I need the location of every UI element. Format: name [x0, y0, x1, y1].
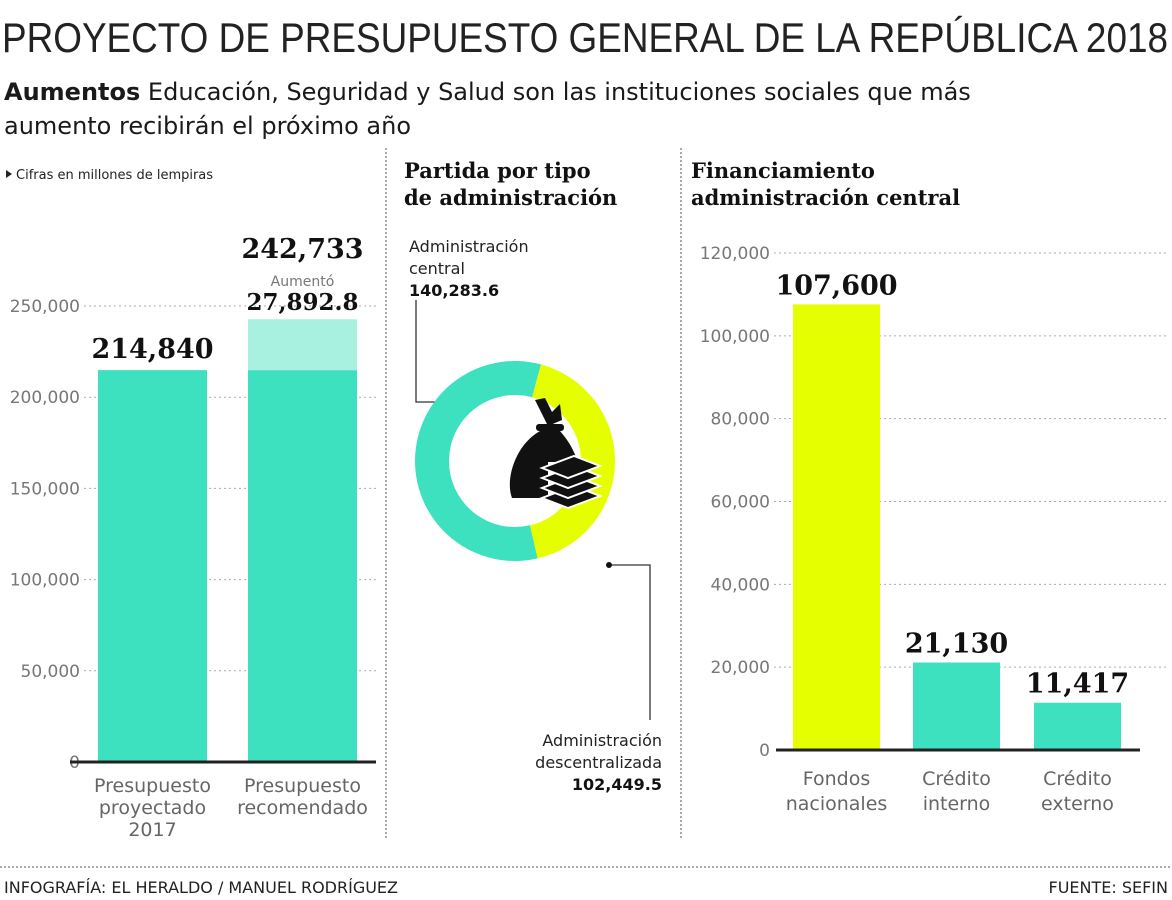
- budget-bar-chart: Cifras en millones de lempiras 050,00010…: [6, 168, 376, 841]
- bar-1: [913, 662, 1000, 750]
- subtitle-line2: aumento recibirán el próximo año: [4, 112, 411, 140]
- bar-0: [793, 304, 880, 750]
- value-label: 11,417: [1026, 669, 1129, 700]
- donut-slice-0: [414, 360, 541, 561]
- y-tick-label: 20,000: [711, 658, 770, 678]
- page-title: PROYECTO DE PRESUPUESTO GENERAL DE LA RE…: [2, 14, 1168, 61]
- subtitle-bold: Aumentos: [4, 78, 140, 106]
- y-tick-label: 80,000: [711, 410, 770, 430]
- increase-label: Aumentó: [271, 274, 335, 290]
- y-tick-label: 250,000: [10, 297, 80, 317]
- value-label-2018: 242,733: [241, 234, 363, 265]
- donut-title-2: de administración: [404, 185, 617, 210]
- y-tick-label: 40,000: [711, 575, 770, 595]
- category-label: Crédito: [922, 768, 991, 790]
- value-label: 21,130: [905, 628, 1008, 659]
- y-tick-label: 0: [759, 741, 770, 761]
- category-label: externo: [1041, 793, 1114, 815]
- bullet-icon: [6, 170, 12, 178]
- financing-title-1: Financiamiento: [691, 158, 875, 183]
- bar-2018-increase: [248, 319, 357, 371]
- y-tick-label: 200,000: [10, 388, 80, 408]
- y-tick-label: 60,000: [711, 493, 770, 513]
- slice-label-decentral-1: Administración: [542, 731, 662, 750]
- category-label: Presupuesto: [244, 775, 361, 797]
- financing-title-2: administración central: [691, 185, 960, 210]
- slice-value-central: 140,283.6: [409, 281, 499, 300]
- slice-label-central-2: central: [409, 259, 465, 278]
- financing-bar-chart: Financiamiento administración central 0 2…: [691, 158, 1166, 815]
- donut-chart: Partida por tipo de administración Admin…: [404, 158, 662, 794]
- category-label: nacionales: [786, 793, 888, 815]
- category-label: recomendado: [237, 797, 368, 819]
- slice-value-decentral: 102,449.5: [572, 775, 662, 794]
- category-label: Presupuesto: [94, 775, 211, 797]
- subtitle-text: Educación, Seguridad y Salud son las ins…: [148, 78, 971, 106]
- credit-text: INFOGRAFÍA: EL HERALDO / MANUEL RODRÍGUE…: [4, 878, 398, 897]
- bar-2018-base: [248, 370, 357, 762]
- y-tick-label: 100,000: [700, 327, 770, 347]
- bar-2: [1034, 702, 1121, 750]
- increase-value: 27,892.8: [246, 289, 358, 316]
- leader-line-decentral: [609, 564, 651, 720]
- bar-2017: [98, 370, 207, 762]
- units-note: Cifras en millones de lempiras: [16, 168, 213, 183]
- money-bag-icon: [509, 398, 603, 510]
- y-tick-label: 100,000: [10, 571, 80, 591]
- value-label: 107,600: [775, 270, 897, 301]
- category-label: proyectado: [99, 797, 206, 819]
- y-tick-label: 150,000: [10, 479, 80, 499]
- source-text: FUENTE: SEFIN: [1048, 878, 1168, 897]
- slice-label-decentral-2: descentralizada: [535, 753, 662, 772]
- subtitle-line1: Aumentos Educación, Seguridad y Salud so…: [4, 78, 971, 106]
- leader-dot-decentral: [606, 562, 612, 568]
- category-label: 2017: [128, 819, 176, 841]
- donut-title-1: Partida por tipo: [404, 158, 591, 183]
- slice-label-central-1: Administración: [409, 237, 529, 256]
- value-label-2017: 214,840: [91, 334, 213, 365]
- category-label: Fondos: [803, 768, 871, 790]
- category-label: interno: [923, 793, 991, 815]
- y-tick-label: 120,000: [700, 244, 770, 264]
- donut-slice-1: [529, 364, 615, 559]
- y-tick-label: 50,000: [21, 662, 80, 682]
- category-label: Crédito: [1043, 768, 1112, 790]
